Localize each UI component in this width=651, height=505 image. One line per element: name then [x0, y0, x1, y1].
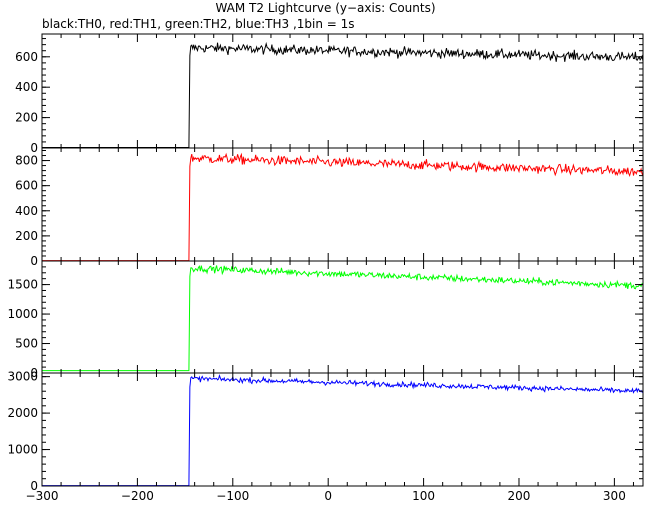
series-line-th3: [42, 373, 644, 487]
y-tick-label: 200: [15, 111, 38, 125]
y-tick-label: 3000: [7, 370, 38, 384]
y-tick-label: 400: [15, 204, 38, 218]
chart-title: WAM T2 Lightcurve (y−axis: Counts): [215, 1, 436, 15]
y-tick-label: 0: [30, 141, 38, 155]
x-tick-label: 100: [412, 489, 435, 503]
panel-frame-th2: [41, 260, 644, 374]
panel-frame-th3: [41, 372, 644, 487]
y-tick-label: 1500: [7, 278, 38, 292]
y-tick-label: 500: [15, 337, 38, 351]
x-tick-label: −100: [216, 489, 249, 503]
x-tick-label: 300: [603, 489, 626, 503]
y-tick-label: 600: [15, 179, 38, 193]
series-line-th2: [42, 265, 644, 372]
x-tick-label: 200: [508, 489, 531, 503]
y-tick-label: 0: [30, 366, 38, 380]
y-tick-label: 0: [30, 479, 38, 493]
y-tick-label: 0: [30, 254, 38, 268]
chart-subtitle: black:TH0, red:TH1, green:TH2, blue:TH3 …: [42, 17, 355, 31]
x-tick-label: −300: [26, 489, 59, 503]
series-line-th0: [42, 41, 644, 149]
y-tick-label: 200: [15, 229, 38, 243]
y-tick-label: 400: [15, 80, 38, 94]
y-tick-label: 1000: [7, 443, 38, 457]
y-tick-label: 2000: [7, 406, 38, 420]
series-line-th1: [42, 152, 644, 262]
y-tick-label: 1000: [7, 307, 38, 321]
y-tick-label: 600: [15, 50, 38, 64]
y-tick-label: 800: [15, 154, 38, 168]
x-tick-label: −200: [121, 489, 154, 503]
x-tick-label: 0: [324, 489, 332, 503]
